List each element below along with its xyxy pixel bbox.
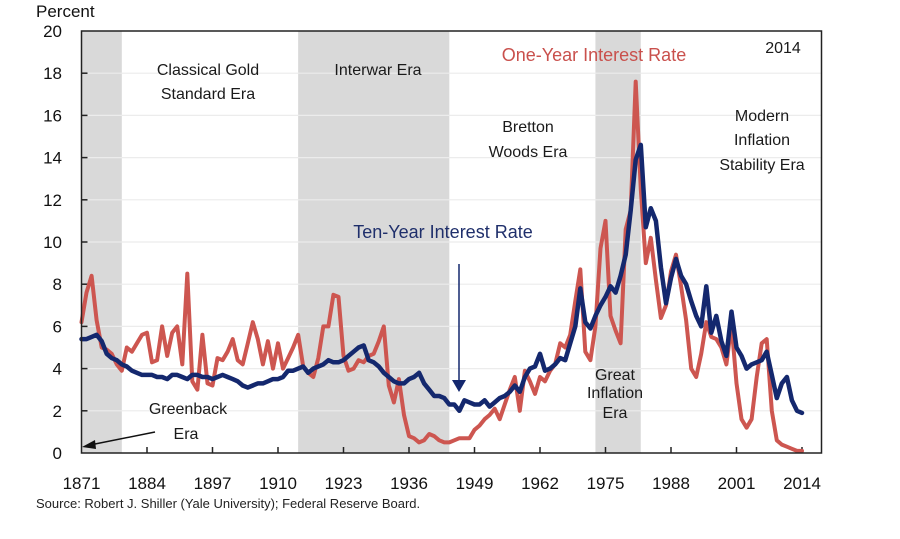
- x-tick-label-1897: 1897: [194, 474, 232, 493]
- era-label-modern-line1: Modern: [735, 108, 789, 125]
- era-label-classical-gold-line2: Standard Era: [161, 86, 255, 103]
- x-tick-label-1962: 1962: [521, 474, 559, 493]
- x-tick-label-1923: 1923: [325, 474, 363, 493]
- series-lines: [79, 79, 805, 453]
- y-tick-label-20: 20: [43, 22, 62, 41]
- y-tick-label-18: 18: [43, 64, 62, 83]
- x-tick-label-1871: 1871: [63, 474, 101, 493]
- era-label-bretton-line1: Bretton: [502, 119, 554, 136]
- x-tick-label-2001: 2001: [718, 474, 756, 493]
- x-tick-label-1936: 1936: [390, 474, 428, 493]
- one-year-rate-line: [79, 79, 804, 453]
- source-note: Source: Robert J. Shiller (Yale Universi…: [36, 496, 420, 511]
- y-tick-label-14: 14: [43, 149, 62, 168]
- plot-frame: [80, 30, 823, 454]
- x-tick-label-1910: 1910: [259, 474, 297, 493]
- ten-year-rate-line: [79, 142, 805, 416]
- year-marker: 2014: [765, 40, 801, 57]
- y-axis-title: Percent: [36, 2, 95, 21]
- y-tick-label-0: 0: [53, 444, 62, 463]
- y-tick-label-10: 10: [43, 233, 62, 252]
- x-tick-label-1988: 1988: [652, 474, 690, 493]
- y-tick-label-6: 6: [53, 317, 62, 336]
- legend-one-year-label: One-Year Interest Rate: [502, 45, 686, 65]
- x-tick-label-2014: 2014: [783, 474, 821, 493]
- era-label-great-inflation-line3: Era: [603, 405, 628, 422]
- era-label-modern-line3: Stability Era: [719, 157, 804, 174]
- era-label-greenback-line2: Era: [174, 426, 199, 443]
- y-tick-label-2: 2: [53, 402, 62, 421]
- era-label-interwar: Interwar Era: [334, 62, 421, 79]
- x-tick-label-1949: 1949: [456, 474, 494, 493]
- ten-year-arrow-icon: [452, 264, 466, 392]
- era-label-classical-gold-line1: Classical Gold: [157, 62, 259, 79]
- y-tick-label-8: 8: [53, 275, 62, 294]
- x-axis-ticks: 1871 1884 1897 1910 1923 1936 1949 1962 1975 1988…: [63, 447, 821, 493]
- x-tick-label-1884: 1884: [128, 474, 166, 493]
- era-label-great-inflation-line1: Great: [595, 367, 636, 384]
- era-label-bretton-line2: Woods Era: [489, 144, 568, 161]
- era-label-great-inflation-line2: Inflation: [587, 385, 643, 402]
- y-axis-ticks: 0 2 4 6 8 10 12 14 16 18 20: [43, 22, 88, 463]
- era-label-greenback-line1: Greenback: [149, 401, 228, 418]
- era-label-modern-line2: Inflation: [734, 132, 790, 149]
- x-tick-label-1975: 1975: [587, 474, 625, 493]
- y-tick-label-12: 12: [43, 191, 62, 210]
- y-tick-label-16: 16: [43, 106, 62, 125]
- legend-ten-year-label: Ten-Year Interest Rate: [353, 222, 532, 242]
- y-tick-label-4: 4: [53, 360, 62, 379]
- era-labels: Classical Gold Standard Era Interwar Era…: [149, 62, 805, 443]
- greenback-arrow-icon: [82, 431, 156, 449]
